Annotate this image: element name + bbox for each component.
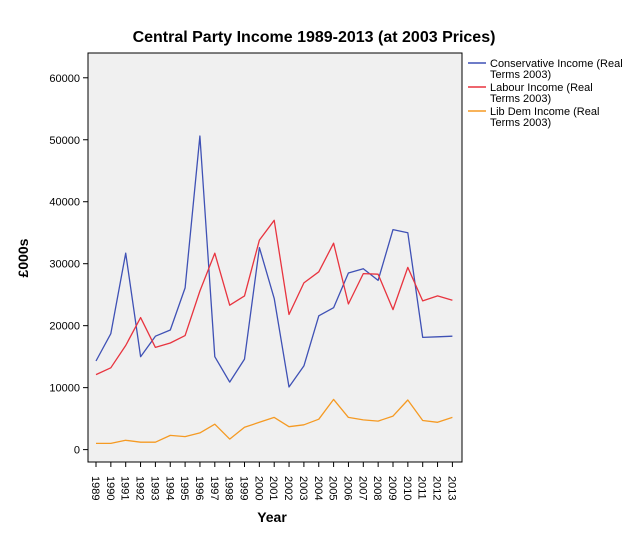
x-tick-label: 1989 (89, 476, 101, 500)
series-line-1 (95, 219, 453, 376)
legend-label-0: Terms 2003) (490, 69, 551, 81)
x-tick-label: 2006 (341, 476, 353, 500)
series-line-0 (95, 135, 453, 388)
x-tick-label: 2009 (386, 476, 398, 500)
x-tick-label: 1991 (119, 476, 131, 500)
x-tick-label: 1994 (163, 476, 175, 500)
x-tick-label: 1992 (134, 476, 146, 500)
y-tick-label: 10000 (49, 383, 80, 395)
y-axis-label: £000s (15, 238, 31, 277)
y-tick-label: 30000 (49, 259, 80, 271)
x-tick-label: 1997 (208, 476, 220, 500)
x-tick-label: 1996 (193, 476, 205, 500)
plot-area (87, 52, 463, 463)
x-tick-label: 1993 (148, 476, 160, 500)
x-tick-label: 2011 (416, 476, 428, 500)
x-tick-label: 1999 (238, 476, 250, 500)
chart-title: Central Party Income 1989-2013 (at 2003 … (133, 29, 496, 46)
x-tick-label: 2002 (282, 476, 294, 500)
y-tick-label: 40000 (49, 197, 80, 209)
x-tick-label: 2012 (431, 476, 443, 500)
legend-label-2: Terms 2003) (490, 117, 551, 129)
x-tick-label: 2010 (401, 476, 413, 500)
legend-label-2: Lib Dem Income (Real (490, 106, 599, 118)
series-line-2 (96, 398, 453, 445)
x-tick-label: 1990 (104, 476, 116, 500)
legend-label-0: Conservative Income (Real (490, 58, 623, 70)
x-tick-label: 1995 (178, 476, 190, 500)
y-axis: 0 10000 20000 30000 40000 50000 60000 (49, 73, 88, 457)
y-tick-label: 0 (74, 445, 80, 457)
x-tick-label: 2008 (371, 476, 383, 500)
x-tick-label: 1998 (223, 476, 235, 500)
series-layer (95, 135, 453, 445)
legend-label-1: Labour Income (Real (490, 82, 593, 94)
x-tick-label: 2013 (445, 476, 457, 500)
x-axis: 1989 1990 1991 1992 1993 1994 1995 1996 1997 1998… (89, 462, 457, 500)
y-tick-label: 60000 (49, 73, 80, 85)
x-tick-label: 2003 (297, 476, 309, 500)
legend-label-1: Terms 2003) (490, 93, 551, 105)
y-tick-label: 20000 (49, 321, 80, 333)
x-tick-label: 2005 (327, 476, 339, 500)
x-tick-label: 2007 (356, 476, 368, 500)
y-tick-label: 50000 (49, 135, 80, 147)
x-tick-label: 2004 (312, 476, 324, 500)
x-tick-label: 2001 (267, 476, 279, 500)
x-tick-label: 2000 (252, 476, 264, 500)
x-axis-label: Year (257, 509, 287, 525)
